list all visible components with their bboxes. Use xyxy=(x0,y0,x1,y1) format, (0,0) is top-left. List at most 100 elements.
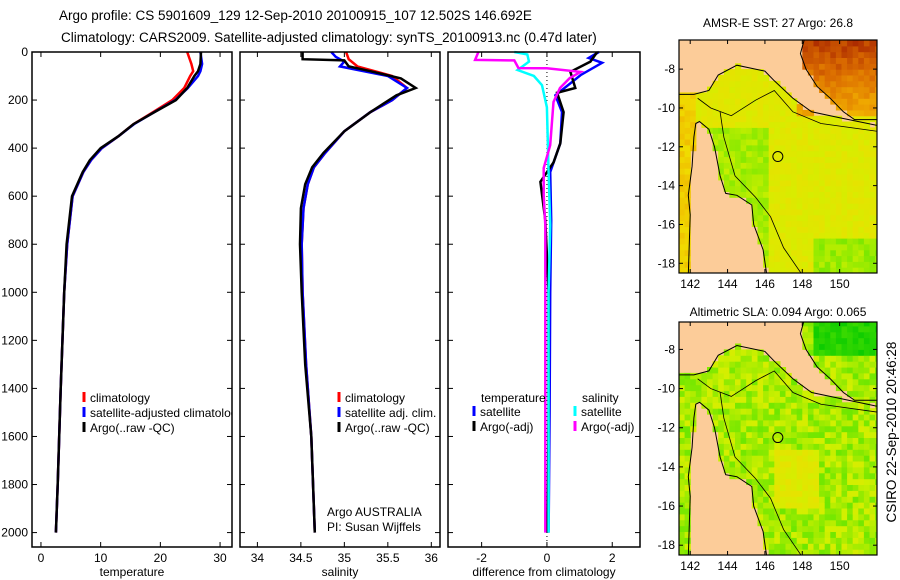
map-cell xyxy=(869,261,876,268)
map-cell xyxy=(796,384,803,392)
map-cell xyxy=(875,537,877,544)
map-cell xyxy=(729,449,736,456)
map-cell xyxy=(841,449,848,456)
map-cell xyxy=(740,156,747,163)
map-cell xyxy=(807,168,815,175)
map-cell xyxy=(858,162,865,169)
map-cell xyxy=(813,361,820,368)
map-cell xyxy=(679,144,686,152)
map-cell xyxy=(785,378,792,386)
map-cell xyxy=(858,203,865,210)
map-cell xyxy=(735,355,742,362)
map-cell xyxy=(852,133,859,140)
map-cell xyxy=(841,104,848,111)
map-cell xyxy=(757,121,764,128)
map-cell xyxy=(768,214,775,222)
map-cell xyxy=(875,349,877,356)
map-cell xyxy=(847,531,854,538)
map-cell xyxy=(729,431,736,438)
map-cell xyxy=(835,197,843,204)
map-cell xyxy=(869,490,876,497)
map-cell xyxy=(863,243,871,251)
map-cell xyxy=(824,519,831,527)
map-cell xyxy=(835,519,843,527)
map-cell xyxy=(735,372,742,380)
map-cell xyxy=(679,232,686,239)
map-cell xyxy=(835,502,843,509)
map-cell xyxy=(751,156,758,163)
map-cell xyxy=(863,355,871,362)
map-cell xyxy=(802,449,809,456)
map-cell xyxy=(824,449,831,456)
map-cell xyxy=(852,69,859,76)
map-cell xyxy=(735,384,742,392)
map-cell xyxy=(751,466,758,474)
x-tick-label: 150 xyxy=(830,277,850,291)
map-cell xyxy=(869,508,876,515)
y-tick-label: 600 xyxy=(8,189,28,203)
map-cell xyxy=(835,203,843,210)
map-cell xyxy=(679,261,686,268)
map-cell xyxy=(768,255,775,262)
map-cell xyxy=(830,419,837,427)
map-cell xyxy=(746,144,753,152)
map-cell xyxy=(819,537,826,544)
map-cell xyxy=(723,402,730,409)
map-cell xyxy=(679,226,686,233)
map-cell xyxy=(819,513,826,521)
map-cell xyxy=(735,156,742,163)
map-cell xyxy=(774,197,781,204)
map-cell xyxy=(746,156,753,163)
map-cell xyxy=(835,238,843,245)
map-cell xyxy=(763,179,770,187)
map-cell xyxy=(869,249,876,257)
map-cell xyxy=(707,408,714,415)
map-cell xyxy=(858,104,865,111)
map-cell xyxy=(774,519,781,527)
map-cell xyxy=(768,203,775,210)
map-cell xyxy=(858,337,865,345)
map-cell xyxy=(852,419,859,427)
map-cell xyxy=(757,220,764,227)
map-cell xyxy=(763,86,770,93)
map-cell xyxy=(858,508,865,515)
map-cell xyxy=(858,525,865,532)
map-cell xyxy=(757,455,764,462)
map-cell xyxy=(875,191,877,198)
map-cell xyxy=(858,45,865,53)
map-cell xyxy=(740,355,747,362)
map-cell xyxy=(763,243,770,251)
map-cell xyxy=(751,191,758,198)
map-cell xyxy=(807,238,815,245)
map-cell xyxy=(785,449,792,456)
map-cell xyxy=(863,109,871,117)
map-cell xyxy=(847,63,854,70)
map-cell xyxy=(746,69,753,76)
map-cell xyxy=(679,214,686,222)
map-cell xyxy=(841,40,848,47)
map-cell xyxy=(869,519,876,527)
map-cell xyxy=(869,267,876,273)
map-cell xyxy=(751,220,758,227)
map-cell xyxy=(835,437,843,444)
map-cell xyxy=(802,168,809,175)
y-tick-label: 0 xyxy=(21,45,28,59)
map-cell xyxy=(841,156,848,163)
map-cell xyxy=(735,466,742,474)
map-cell xyxy=(813,185,820,192)
map-cell xyxy=(712,109,719,117)
map-cell xyxy=(718,109,725,117)
map-cell xyxy=(779,402,787,409)
map-cell xyxy=(746,349,753,356)
map-cell xyxy=(847,168,854,175)
y-tick-label: 2000 xyxy=(1,526,28,540)
map-cell xyxy=(701,98,708,105)
map-cell xyxy=(835,150,843,158)
legend-label: Argo(-adj) xyxy=(480,420,533,434)
map-cell xyxy=(807,508,815,515)
map-cell xyxy=(824,51,831,58)
map-cell xyxy=(858,322,865,327)
map-cell xyxy=(723,431,730,438)
map-cell xyxy=(813,449,820,456)
map-cell xyxy=(847,437,854,444)
